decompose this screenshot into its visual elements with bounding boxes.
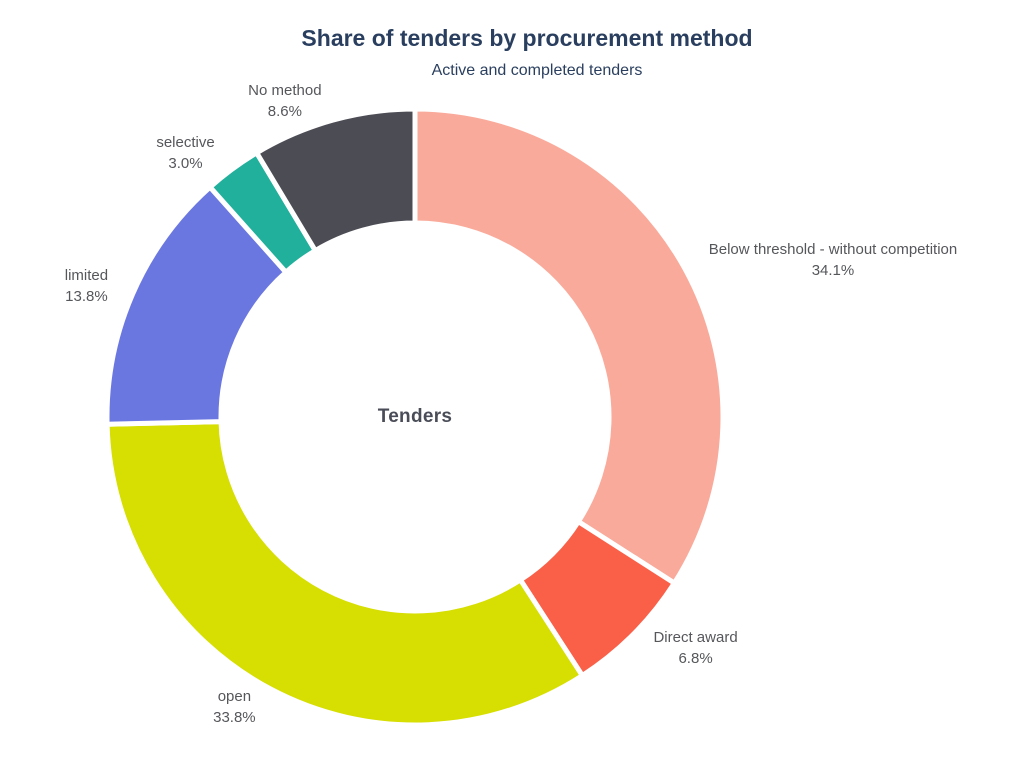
- slice-label-percent: 33.8%: [213, 708, 256, 726]
- slice-label-selective: selective 3.0%: [156, 132, 214, 174]
- pie-slice-no-method[interactable]: [254, 106, 418, 254]
- slice-label-percent: 3.0%: [168, 154, 203, 172]
- slice-label-name: selective: [156, 133, 215, 151]
- slice-label-name: Below threshold - without competition: [708, 240, 958, 258]
- slice-label-name: limited: [64, 267, 109, 285]
- slice-label-below-threshold-without-competition: Below threshold - without competition 34.…: [709, 239, 957, 281]
- slice-label-direct-award: Direct award 6.8%: [653, 627, 737, 669]
- chart-title: Share of tenders by procurement method: [301, 25, 753, 51]
- slice-label-open: open 33.8%: [213, 686, 256, 728]
- slice-label-name: No method: [248, 81, 322, 99]
- slice-label-name: Direct award: [653, 629, 738, 647]
- chart-subtitle: Active and completed tenders: [431, 62, 643, 79]
- pie-slice-below-threshold-without-competition[interactable]: [412, 106, 726, 586]
- slice-label-no-method: No method 8.6%: [248, 80, 321, 122]
- slice-label-percent: 6.8%: [678, 650, 713, 668]
- slice-label-percent: 13.8%: [65, 288, 108, 306]
- slice-label-percent: 34.1%: [811, 261, 855, 279]
- slice-label-name: open: [217, 687, 252, 705]
- pie-slice-open[interactable]: [104, 419, 585, 728]
- center-label: Tenders: [377, 406, 453, 427]
- slice-label-limited: limited 13.8%: [65, 265, 108, 307]
- slice-label-percent: 8.6%: [267, 102, 302, 120]
